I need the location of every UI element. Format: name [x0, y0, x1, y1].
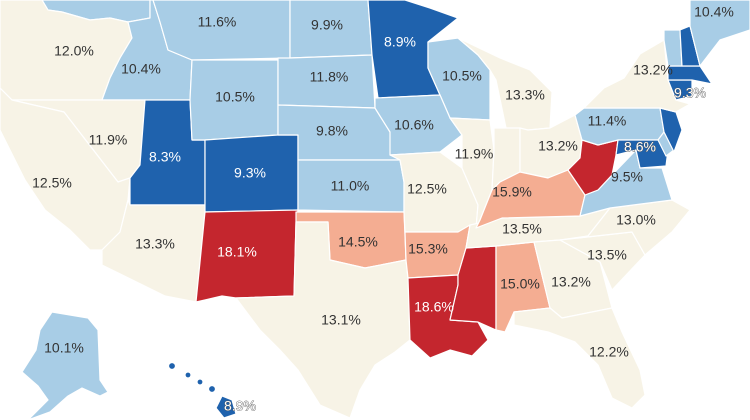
hawaii-island-maui	[207, 384, 217, 394]
label-louisiana: 18.6%	[414, 299, 454, 315]
label-nevada: 11.9%	[89, 132, 128, 148]
label-arkansas: 15.3%	[408, 241, 448, 257]
state-texas[interactable]	[235, 221, 411, 419]
label-maryland: 8.6%	[624, 139, 656, 155]
label-colorado: 9.3%	[234, 165, 266, 181]
label-nebraska: 9.8%	[316, 123, 348, 139]
hawaii-island-oahu	[184, 371, 192, 379]
label-tennessee: 13.5%	[502, 221, 542, 237]
label-minnesota: 8.9%	[384, 34, 416, 50]
state-montana[interactable]	[152, 0, 291, 61]
label-pennsylvania: 11.4%	[588, 113, 627, 129]
label-new-mexico: 18.1%	[217, 244, 257, 260]
state-south-dakota[interactable]	[277, 54, 376, 109]
label-new-york: 13.2%	[633, 62, 673, 78]
hawaii-island-kauai	[167, 361, 177, 371]
label-georgia: 13.2%	[551, 274, 591, 290]
label-kentucky: 15.9%	[492, 184, 532, 200]
label-california: 12.5%	[32, 175, 72, 191]
label-alabama: 15.0%	[500, 276, 540, 292]
label-utah: 8.3%	[149, 149, 181, 165]
label-iowa: 10.6%	[394, 117, 434, 133]
label-florida: 12.2%	[589, 344, 629, 360]
state-florida[interactable]	[513, 307, 646, 409]
hawaii-island-big-island	[215, 395, 237, 419]
label-idaho: 10.4%	[121, 61, 161, 77]
state-alaska[interactable]	[21, 311, 109, 420]
label-north-carolina: 13.0%	[616, 212, 656, 228]
label-north-dakota: 9.9%	[311, 17, 343, 33]
label-virginia: 9.5%	[611, 169, 643, 185]
label-wyoming: 10.5%	[215, 89, 255, 105]
label-illinois: 11.9%	[455, 146, 494, 162]
state-hawaii[interactable]	[167, 361, 237, 419]
label-wisconsin: 10.5%	[442, 68, 482, 84]
label-arizona: 13.3%	[135, 236, 175, 252]
state-kentucky[interactable]	[475, 169, 586, 229]
hawaii-island-molokai	[196, 378, 204, 386]
label-alaska: 10.1%	[44, 340, 84, 356]
label-hawaii: 8.9%	[224, 398, 256, 414]
label-oklahoma: 14.5%	[338, 234, 378, 250]
state-labels: 11.6% 9.9% 8.9% 12.0% 10.4% 10.5% 11.8% …	[32, 4, 734, 414]
label-texas: 13.1%	[321, 312, 361, 328]
label-michigan: 13.3%	[505, 87, 545, 103]
state-maine[interactable]	[689, 0, 750, 67]
label-massachusetts: 9.3%	[674, 85, 706, 101]
label-south-dakota: 11.8%	[310, 69, 349, 85]
state-north-carolina[interactable]	[577, 199, 691, 256]
label-maine: 10.4%	[694, 4, 734, 20]
label-ohio: 13.2%	[538, 138, 578, 154]
state-vermont[interactable]	[663, 29, 683, 67]
label-kansas: 11.0%	[331, 178, 370, 194]
label-montana: 11.6%	[198, 14, 237, 30]
label-missouri: 12.5%	[407, 181, 447, 197]
label-oregon: 12.0%	[54, 43, 94, 59]
label-south-carolina: 13.5%	[587, 247, 627, 263]
